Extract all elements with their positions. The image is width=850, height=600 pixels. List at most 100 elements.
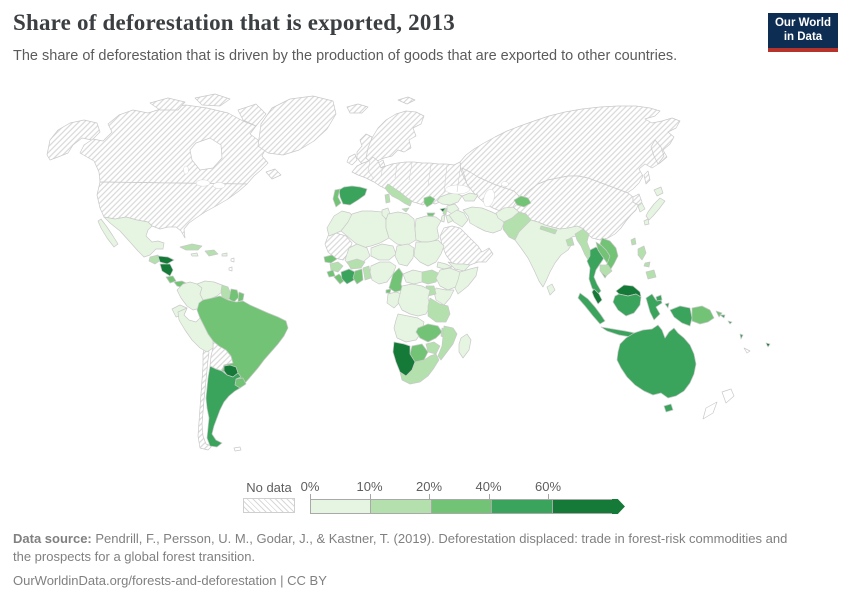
country-bangladesh[interactable]: [565, 237, 575, 247]
country-south-korea[interactable]: [637, 202, 646, 213]
country-falkland-islands[interactable]: [233, 446, 242, 452]
country-eritrea[interactable]: [436, 261, 453, 270]
country-jamaica[interactable]: [190, 252, 199, 257]
island-papua[interactable]: [669, 305, 693, 327]
country-fiji[interactable]: [765, 342, 771, 348]
country-mexico[interactable]: [103, 216, 165, 258]
country-senegal[interactable]: [323, 254, 338, 264]
country-israel[interactable]: [440, 214, 446, 223]
legend-bin-swatch[interactable]: [551, 499, 613, 514]
country-argentina[interactable]: [205, 365, 242, 448]
country-sri-lanka[interactable]: [546, 283, 556, 296]
country-alaska[interactable]: [46, 119, 101, 161]
arctic-island-1[interactable]: [149, 97, 186, 111]
country-portugal[interactable]: [332, 188, 342, 208]
country-burkina-faso[interactable]: [346, 258, 366, 270]
country-guinea[interactable]: [329, 261, 344, 273]
country-south-africa[interactable]: [399, 353, 440, 385]
country-tajikistan-kyrgyzstan[interactable]: [513, 195, 532, 208]
country-baffin-island[interactable]: [237, 103, 267, 127]
island-sumatra[interactable]: [577, 292, 606, 325]
island-sardinia[interactable]: [384, 193, 391, 204]
country-malaysia-peninsular[interactable]: [591, 288, 603, 305]
country-spain[interactable]: [338, 185, 368, 206]
country-papua-new-guinea[interactable]: [691, 305, 715, 325]
country-cambodia[interactable]: [599, 264, 613, 277]
island-kyushu[interactable]: [643, 218, 650, 226]
country-south-sudan[interactable]: [421, 269, 441, 285]
owid-url[interactable]: OurWorldinData.org/forests-and-deforesta…: [13, 573, 277, 589]
country-new-caledonia[interactable]: [743, 347, 751, 354]
country-peru[interactable]: [177, 307, 214, 353]
country-saudi-arabia[interactable]: [439, 225, 494, 268]
country-egypt[interactable]: [414, 215, 442, 243]
country-ireland[interactable]: [346, 153, 358, 166]
country-nicaragua[interactable]: [159, 263, 174, 277]
country-sudan[interactable]: [413, 239, 445, 267]
island-antilles-1[interactable]: [230, 257, 235, 263]
country-zambia[interactable]: [415, 323, 443, 343]
arctic-island-2[interactable]: [194, 93, 231, 107]
country-baja-california[interactable]: [97, 218, 119, 248]
country-nepal[interactable]: [539, 225, 558, 235]
license-label[interactable]: CC BY: [287, 573, 327, 589]
country-angola[interactable]: [393, 313, 425, 343]
country-iran[interactable]: [462, 206, 505, 234]
country-svalbard[interactable]: [397, 96, 416, 105]
island-moluccas-1[interactable]: [655, 294, 663, 302]
island-honshu[interactable]: [645, 197, 666, 221]
country-kamchatka[interactable]: [650, 139, 665, 165]
country-solomon-2[interactable]: [727, 320, 733, 325]
island-mindanao[interactable]: [645, 269, 657, 280]
country-taiwan[interactable]: [630, 237, 637, 246]
country-ghana[interactable]: [352, 268, 364, 285]
country-guatemala[interactable]: [148, 254, 162, 265]
island-tasmania[interactable]: [663, 403, 674, 413]
island-moluccas-2[interactable]: [664, 302, 670, 309]
country-iraq[interactable]: [448, 209, 469, 228]
island-luzon[interactable]: [637, 245, 647, 261]
country-new-zealand-north[interactable]: [721, 388, 735, 404]
country-turkey[interactable]: [436, 192, 463, 206]
island-crete[interactable]: [426, 212, 436, 217]
country-scandinavia[interactable]: [365, 110, 425, 163]
legend-bin-swatch[interactable]: [491, 499, 553, 514]
country-libya[interactable]: [385, 211, 417, 247]
country-puerto-rico[interactable]: [221, 252, 228, 257]
country-hispaniola[interactable]: [204, 249, 219, 257]
country-chile[interactable]: [197, 344, 213, 451]
country-honduras[interactable]: [157, 255, 175, 265]
country-greece[interactable]: [423, 195, 436, 208]
country-sakhalin[interactable]: [643, 170, 651, 185]
country-togo-benin[interactable]: [362, 265, 372, 281]
country-equatorial-guinea[interactable]: [385, 288, 392, 294]
country-zimbabwe[interactable]: [425, 341, 441, 355]
country-australia[interactable]: [616, 324, 697, 399]
country-madagascar[interactable]: [458, 333, 472, 359]
country-venezuela[interactable]: [196, 280, 224, 301]
country-somalia[interactable]: [454, 266, 479, 295]
country-chad[interactable]: [394, 243, 415, 267]
legend-no-data-swatch[interactable]: [243, 498, 295, 513]
country-mozambique[interactable]: [437, 325, 458, 361]
island-hokkaido[interactable]: [653, 186, 664, 197]
country-vanuatu[interactable]: [739, 333, 744, 340]
country-solomon-1[interactable]: [719, 314, 726, 319]
country-iceland[interactable]: [346, 103, 369, 114]
legend-bin-swatch[interactable]: [310, 499, 372, 514]
legend-bin-swatch[interactable]: [430, 499, 493, 514]
country-costa-rica[interactable]: [165, 275, 177, 284]
region-caucasus[interactable]: [461, 192, 479, 202]
country-north-korea[interactable]: [632, 193, 643, 206]
country-tanzania[interactable]: [427, 297, 451, 323]
country-cuba[interactable]: [179, 243, 203, 251]
island-kalimantan[interactable]: [612, 293, 642, 317]
legend-bin-swatch[interactable]: [370, 499, 432, 514]
country-dr-congo[interactable]: [397, 283, 431, 317]
country-nigeria[interactable]: [369, 261, 397, 285]
country-newfoundland[interactable]: [265, 168, 282, 180]
island-visayas[interactable]: [643, 261, 651, 268]
country-canada[interactable]: [79, 104, 269, 185]
country-italy[interactable]: [384, 183, 413, 207]
country-greenland[interactable]: [257, 95, 337, 156]
